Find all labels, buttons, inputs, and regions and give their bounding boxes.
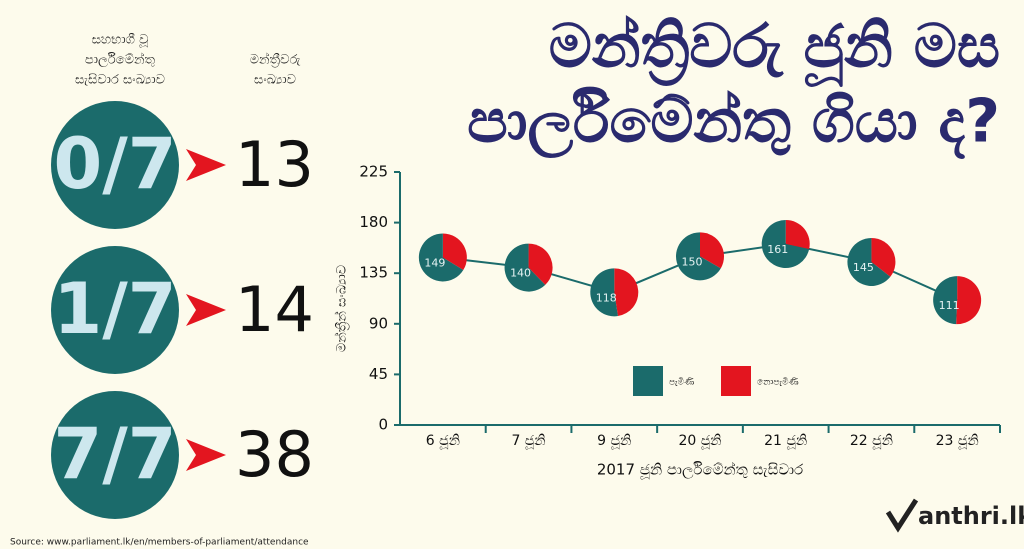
attendance-ratio: 7/7	[54, 413, 177, 495]
legend-label: නොපැමිණි	[757, 376, 799, 387]
title-line: පාර්ලිමේන්තු ගියා ද?	[467, 87, 1000, 159]
legend-label: පැමිණි	[669, 376, 694, 387]
pie-wedge-absent	[700, 232, 725, 269]
y-tick-label: 135	[359, 264, 388, 282]
pie-wedge-present	[418, 233, 464, 282]
logo: anthri.lk	[918, 502, 1024, 530]
legend-swatch	[633, 366, 663, 396]
pie-wedge-absent	[785, 219, 810, 250]
legend-swatch	[721, 366, 751, 396]
pie-wedge-absent	[614, 268, 639, 317]
member-count: 38	[235, 418, 314, 491]
y-tick-label: 180	[359, 213, 388, 231]
attendance-ratio: 1/7	[54, 268, 177, 350]
x-tick-label: 23 ජූනි	[936, 433, 979, 450]
data-label: 150	[682, 255, 703, 268]
logo-mark	[885, 498, 919, 533]
x-tick-label: 22 ජූනි	[850, 433, 893, 450]
arrow	[186, 294, 226, 326]
pie-wedge-present	[933, 276, 958, 325]
pie-wedge-absent	[956, 276, 982, 325]
data-label: 145	[853, 261, 874, 274]
x-tick-label: 21 ජූනි	[764, 433, 807, 450]
data-label: 118	[596, 291, 617, 304]
data-label: 111	[939, 299, 960, 312]
data-label: 161	[767, 243, 788, 256]
attendance-ratio: 0/7	[54, 123, 177, 205]
x-tick-label: 7 ජූනි	[511, 433, 545, 450]
pie-wedge-absent	[528, 243, 553, 285]
y-tick-label: 45	[369, 365, 388, 383]
attendance-circle	[51, 246, 179, 374]
x-tick-label: 6 ජූනි	[426, 433, 460, 450]
header-sessions: සැසිවාර සංඛ්‍යාව	[75, 73, 165, 88]
pie-wedge-absent	[871, 237, 896, 277]
pie-wedge-present	[590, 268, 618, 317]
x-tick-label: 9 ජූනි	[597, 433, 631, 450]
pie-wedge-present	[761, 219, 810, 268]
data-label: 149	[424, 256, 445, 269]
header-members: මන්ත්‍රීවරු	[250, 51, 301, 67]
pie-wedge-present	[504, 243, 546, 292]
header-sessions: පාර්ලිමේන්තු	[85, 51, 156, 67]
y-tick-label: 225	[359, 163, 388, 181]
x-tick-label: 20 ජූනි	[678, 433, 721, 450]
attendance-circle	[51, 101, 179, 229]
member-count: 13	[235, 128, 314, 201]
source: Source: www.parliament.lk/en/members-of-…	[10, 538, 309, 548]
y-tick-label: 0	[378, 416, 388, 434]
header-sessions: සහභාගී වූ	[92, 33, 149, 48]
x-axis-label: 2017 ජූනි පාර්ලිමේන්තු සැසිවාර	[597, 460, 803, 479]
y-tick-label: 90	[369, 314, 388, 332]
y-axis-label: මන්ත්‍රීන් සංඛ්‍යාව	[333, 265, 349, 352]
arrow	[186, 149, 226, 181]
pie-wedge-present	[676, 232, 721, 281]
arrow	[186, 439, 226, 471]
title-line: මන්ත්‍රිවරු ජූනි මස	[549, 12, 1000, 87]
attendance-circle	[51, 391, 179, 519]
pie-wedge-present	[847, 237, 891, 286]
member-count: 14	[235, 273, 314, 346]
data-label: 140	[510, 267, 531, 280]
pie-wedge-absent	[442, 233, 467, 271]
header-members: සංඛ්‍යාව	[254, 73, 296, 88]
